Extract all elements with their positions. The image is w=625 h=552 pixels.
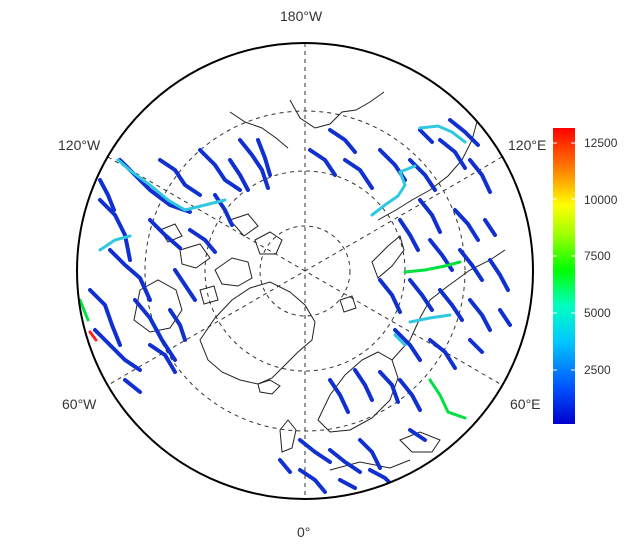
colorbar-tick-5000: 5000 bbox=[584, 306, 611, 320]
map-boundary-circle bbox=[76, 42, 534, 500]
coastlines bbox=[133, 91, 506, 471]
lon-label-upper-right: 120°E bbox=[508, 137, 547, 153]
river-high-flow bbox=[98, 124, 467, 347]
graticule bbox=[107, 43, 503, 499]
lon-label-upper-left: 120°W bbox=[58, 137, 101, 153]
colorbar bbox=[553, 128, 575, 424]
lon-label-top: 180°W bbox=[280, 8, 323, 24]
lon-label-lower-right: 60°E bbox=[510, 396, 541, 412]
colorbar-tick-12500: 12500 bbox=[584, 136, 618, 150]
lon-label-lower-left: 60°W bbox=[62, 396, 97, 412]
colorbar-tick-7500: 7500 bbox=[584, 249, 611, 263]
lon-label-bottom: 0° bbox=[297, 524, 311, 540]
colorbar-tick-10000: 10000 bbox=[584, 193, 618, 207]
river-peak-flow bbox=[88, 330, 98, 342]
river-very-high-flow bbox=[78, 260, 467, 420]
colorbar-tick-2500: 2500 bbox=[584, 363, 611, 377]
river-network bbox=[88, 118, 512, 494]
